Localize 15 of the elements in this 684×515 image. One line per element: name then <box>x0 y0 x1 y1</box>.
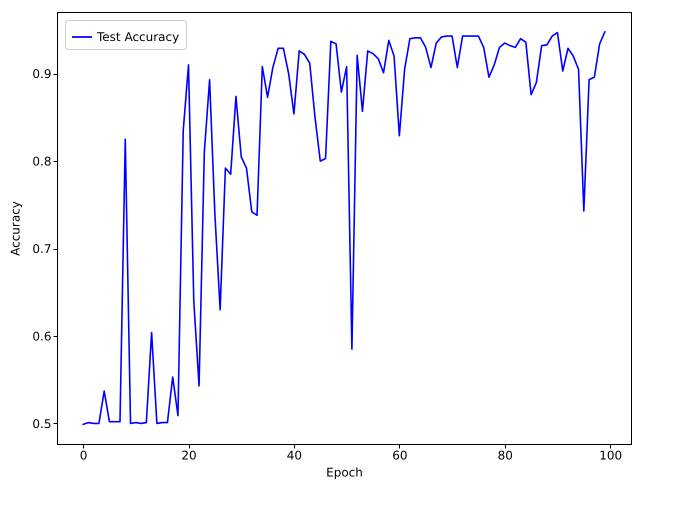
y-tick-label: 0.7 <box>32 242 52 256</box>
x-tick-label: 0 <box>80 448 88 462</box>
y-tick-label: 0.8 <box>32 154 52 169</box>
x-tick-label: 60 <box>392 448 408 462</box>
y-tick-label: 0.5 <box>32 416 52 431</box>
x-axis-title: Epoch <box>326 466 363 480</box>
y-axis-title: Accuracy <box>8 201 22 256</box>
line-series <box>82 30 606 426</box>
y-tick-label: 0.9 <box>32 67 52 82</box>
x-tick-label: 80 <box>498 448 513 462</box>
x-tick-label: 40 <box>286 448 302 462</box>
x-tick-label: 20 <box>181 448 197 462</box>
y-tick-label: 0.6 <box>32 330 52 344</box>
legend-label: Test Accuracy <box>96 30 180 44</box>
x-tick-label: 100 <box>599 448 622 462</box>
